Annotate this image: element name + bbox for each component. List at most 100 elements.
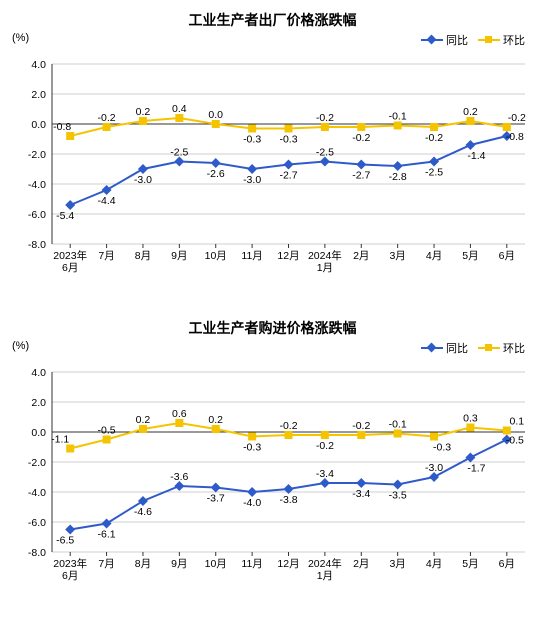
- svg-text:-0.2: -0.2: [316, 440, 334, 452]
- svg-text:2024年: 2024年: [308, 249, 342, 262]
- legend: 同比 环比: [421, 32, 525, 48]
- legend-label: 环比: [503, 32, 525, 48]
- svg-text:12月: 12月: [277, 250, 299, 262]
- svg-text:0.2: 0.2: [208, 414, 223, 426]
- svg-text:-3.4: -3.4: [316, 468, 334, 480]
- svg-text:0.2: 0.2: [463, 106, 478, 118]
- svg-text:-6.0: -6.0: [28, 517, 46, 529]
- svg-text:-2.7: -2.7: [352, 170, 370, 182]
- svg-text:-6.0: -6.0: [28, 209, 46, 221]
- svg-text:-0.5: -0.5: [506, 435, 524, 447]
- svg-text:-5.4: -5.4: [56, 210, 74, 222]
- svg-text:-8.0: -8.0: [28, 239, 46, 251]
- chart-panel: 工业生产者购进价格涨跌幅(%)同比环比-8.0-6.0-4.0-2.00.02.…: [10, 318, 535, 586]
- svg-text:2024年: 2024年: [308, 557, 342, 570]
- svg-text:-3.8: -3.8: [279, 494, 297, 506]
- legend-item: 环比: [478, 340, 525, 356]
- svg-text:2.0: 2.0: [31, 89, 46, 101]
- svg-text:-0.3: -0.3: [243, 134, 261, 146]
- svg-text:4.0: 4.0: [31, 367, 46, 379]
- svg-text:7月: 7月: [98, 558, 114, 570]
- chart-panel: 工业生产者出厂价格涨跌幅(%)同比环比-8.0-6.0-4.0-2.00.02.…: [10, 10, 535, 278]
- svg-text:-2.7: -2.7: [279, 170, 297, 182]
- svg-text:6月: 6月: [62, 570, 78, 582]
- line-chart: -8.0-6.0-4.0-2.00.02.04.02023年6月7月8月9月10…: [10, 34, 535, 278]
- svg-text:-8.0: -8.0: [28, 547, 46, 559]
- svg-text:6月: 6月: [499, 250, 515, 262]
- svg-text:1月: 1月: [317, 570, 333, 582]
- svg-text:-6.5: -6.5: [56, 535, 74, 547]
- svg-text:-6.1: -6.1: [98, 529, 116, 541]
- svg-text:-0.2: -0.2: [352, 420, 370, 432]
- svg-text:-1.7: -1.7: [467, 463, 485, 475]
- svg-text:9月: 9月: [171, 558, 187, 570]
- svg-text:-1.1: -1.1: [51, 434, 69, 446]
- svg-text:8月: 8月: [135, 558, 151, 570]
- svg-text:0.2: 0.2: [136, 106, 151, 118]
- legend-label: 同比: [446, 32, 468, 48]
- svg-text:3月: 3月: [389, 558, 405, 570]
- svg-text:2月: 2月: [353, 250, 369, 262]
- svg-text:0.0: 0.0: [208, 109, 223, 121]
- svg-text:10月: 10月: [205, 558, 227, 570]
- legend-item: 同比: [421, 340, 468, 356]
- svg-text:-2.5: -2.5: [316, 147, 334, 159]
- svg-text:9月: 9月: [171, 250, 187, 262]
- svg-text:0.0: 0.0: [31, 427, 46, 439]
- svg-text:11月: 11月: [241, 558, 262, 570]
- svg-text:-3.7: -3.7: [207, 493, 225, 505]
- chart-title: 工业生产者购进价格涨跌幅: [10, 318, 535, 338]
- svg-text:7月: 7月: [98, 250, 114, 262]
- svg-text:-0.3: -0.3: [243, 442, 261, 454]
- legend-label: 环比: [503, 340, 525, 356]
- legend-label: 同比: [446, 340, 468, 356]
- svg-text:2023年: 2023年: [53, 557, 87, 570]
- svg-text:4.0: 4.0: [31, 59, 46, 71]
- svg-text:-2.8: -2.8: [389, 171, 407, 183]
- svg-text:10月: 10月: [205, 250, 227, 262]
- svg-text:-0.2: -0.2: [352, 132, 370, 144]
- svg-text:-3.5: -3.5: [389, 490, 407, 502]
- svg-text:-3.4: -3.4: [352, 488, 370, 500]
- svg-text:-0.3: -0.3: [279, 134, 297, 146]
- svg-text:0.6: 0.6: [172, 408, 187, 420]
- line-chart: -8.0-6.0-4.0-2.00.02.04.02023年6月7月8月9月10…: [10, 342, 535, 586]
- svg-text:0.2: 0.2: [136, 414, 151, 426]
- svg-text:12月: 12月: [277, 558, 299, 570]
- svg-text:-0.2: -0.2: [508, 112, 526, 124]
- svg-text:-4.0: -4.0: [28, 179, 46, 191]
- svg-text:-0.2: -0.2: [425, 132, 443, 144]
- svg-text:-0.2: -0.2: [98, 112, 116, 124]
- svg-text:-0.5: -0.5: [98, 425, 116, 437]
- svg-text:0.0: 0.0: [31, 119, 46, 131]
- legend-item: 同比: [421, 32, 468, 48]
- svg-text:1月: 1月: [317, 262, 333, 274]
- svg-text:2.0: 2.0: [31, 397, 46, 409]
- svg-text:-2.6: -2.6: [207, 168, 225, 180]
- svg-text:2月: 2月: [353, 558, 369, 570]
- svg-text:-0.3: -0.3: [433, 442, 451, 454]
- svg-text:-0.1: -0.1: [389, 111, 407, 123]
- svg-text:-0.2: -0.2: [316, 112, 334, 124]
- svg-text:-2.0: -2.0: [28, 149, 46, 161]
- svg-text:5月: 5月: [462, 250, 478, 262]
- svg-text:8月: 8月: [135, 250, 151, 262]
- svg-text:5月: 5月: [462, 558, 478, 570]
- svg-text:-4.0: -4.0: [243, 497, 261, 509]
- svg-text:4月: 4月: [426, 250, 442, 262]
- svg-text:-3.0: -3.0: [243, 174, 261, 186]
- svg-text:-2.5: -2.5: [170, 147, 188, 159]
- legend: 同比 环比: [421, 340, 525, 356]
- legend-item: 环比: [478, 32, 525, 48]
- svg-text:-3.6: -3.6: [170, 471, 188, 483]
- svg-text:-1.4: -1.4: [467, 150, 485, 162]
- svg-text:2023年: 2023年: [53, 249, 87, 262]
- y-axis-unit: (%): [12, 32, 29, 44]
- svg-text:0.1: 0.1: [510, 416, 525, 428]
- svg-text:-2.5: -2.5: [425, 167, 443, 179]
- svg-text:11月: 11月: [241, 250, 262, 262]
- svg-text:-4.6: -4.6: [134, 506, 152, 518]
- svg-text:-0.2: -0.2: [279, 420, 297, 432]
- svg-text:6月: 6月: [62, 262, 78, 274]
- svg-text:-3.0: -3.0: [134, 174, 152, 186]
